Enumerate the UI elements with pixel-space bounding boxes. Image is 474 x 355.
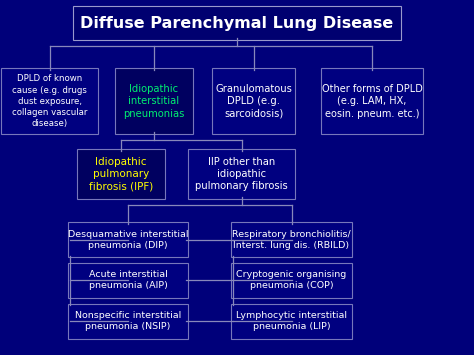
Text: Other forms of DPLD
(e.g. LAM, HX,
eosin. pneum. etc.): Other forms of DPLD (e.g. LAM, HX, eosin… [322,84,422,119]
FancyBboxPatch shape [321,68,423,134]
FancyBboxPatch shape [1,68,99,134]
FancyBboxPatch shape [231,304,352,339]
FancyBboxPatch shape [67,304,189,339]
Text: IIP other than
idiopathic
pulmonary fibrosis: IIP other than idiopathic pulmonary fibr… [195,157,288,191]
Text: Idiopathic
pulmonary
fibrosis (IPF): Idiopathic pulmonary fibrosis (IPF) [89,157,153,191]
FancyBboxPatch shape [231,263,352,298]
FancyBboxPatch shape [189,149,295,199]
Text: Desquamative interstitial
pneumonia (DIP): Desquamative interstitial pneumonia (DIP… [68,230,188,250]
Text: Respiratory bronchiolitis/
Interst. lung dis. (RBILD): Respiratory bronchiolitis/ Interst. lung… [232,230,351,250]
Text: Cryptogenic organising
pneumonia (COP): Cryptogenic organising pneumonia (COP) [237,271,346,290]
FancyBboxPatch shape [73,6,401,40]
Text: Diffuse Parenchymal Lung Disease: Diffuse Parenchymal Lung Disease [81,16,393,31]
Text: Nonspecific interstitial
pneumonia (NSIP): Nonspecific interstitial pneumonia (NSIP… [75,311,181,331]
FancyBboxPatch shape [67,222,189,257]
FancyBboxPatch shape [77,149,165,199]
FancyBboxPatch shape [231,222,352,257]
FancyBboxPatch shape [212,68,295,134]
Text: Acute interstitial
pneumonia (AIP): Acute interstitial pneumonia (AIP) [89,271,167,290]
Text: Idiopathic
interstitial
pneumonias: Idiopathic interstitial pneumonias [123,84,185,119]
FancyBboxPatch shape [67,263,189,298]
FancyBboxPatch shape [115,68,193,134]
Text: DPLD of known
cause (e.g. drugs
dust exposure,
collagen vascular
disease): DPLD of known cause (e.g. drugs dust exp… [12,75,88,128]
Text: Granulomatous
DPLD (e.g.
sarcoidosis): Granulomatous DPLD (e.g. sarcoidosis) [215,84,292,119]
Text: Lymphocytic interstitial
pneumonia (LIP): Lymphocytic interstitial pneumonia (LIP) [236,311,347,331]
